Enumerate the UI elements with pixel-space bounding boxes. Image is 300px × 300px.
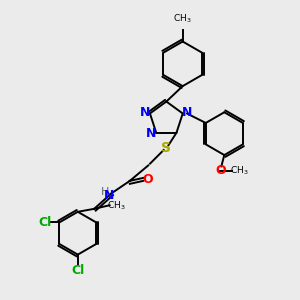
Text: CH$_3$: CH$_3$ <box>230 164 248 177</box>
Text: N: N <box>140 106 150 119</box>
Text: O: O <box>142 173 153 186</box>
Text: N: N <box>104 189 114 202</box>
Text: S: S <box>161 141 171 154</box>
Text: N: N <box>146 128 157 140</box>
Text: Cl: Cl <box>39 216 52 229</box>
Text: N: N <box>182 106 193 119</box>
Text: O: O <box>215 164 226 177</box>
Text: CH$_3$: CH$_3$ <box>107 199 125 211</box>
Text: CH$_3$: CH$_3$ <box>173 13 192 25</box>
Text: Cl: Cl <box>71 264 84 277</box>
Text: H: H <box>101 187 109 196</box>
